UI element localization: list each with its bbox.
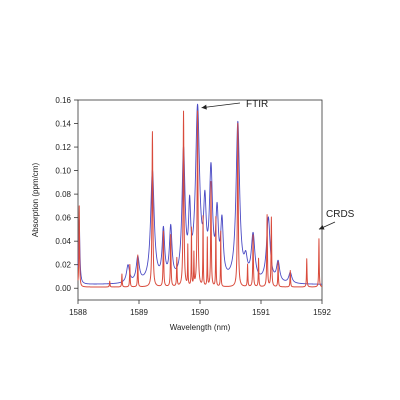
x-tick-label: 1590 <box>191 308 209 317</box>
x-axis-title: Wavelength (nm) <box>170 323 231 332</box>
annotation-arrowhead-ftir <box>201 104 207 110</box>
y-axis-ticks: 0.00 0.02 0.04 0.06 0.08 0.10 0.12 0.14 0.16 <box>55 96 78 293</box>
series-layer <box>77 103 323 288</box>
annotation-arrow-ftir <box>201 102 241 109</box>
y-tick-label: 0.10 <box>55 167 71 176</box>
annotation-arrowhead-crds <box>318 224 325 230</box>
x-tick-label: 1592 <box>313 308 331 317</box>
x-tick-label: 1591 <box>252 308 270 317</box>
x-axis-ticks: 1588 1589 1590 1591 1592 <box>69 300 331 317</box>
y-tick-label: 0.02 <box>55 261 71 270</box>
annotation-crds: CRDS <box>318 209 355 230</box>
y-tick-label: 0.04 <box>55 237 71 246</box>
x-tick-label: 1589 <box>130 308 148 317</box>
y-tick-label: 0.12 <box>55 143 71 152</box>
y-tick-label: 0.16 <box>55 96 71 105</box>
y-axis-title: Absorption (ppm/cm) <box>31 163 40 238</box>
annotation-ftir: FTIR <box>201 99 268 110</box>
x-tick-label: 1588 <box>69 308 87 317</box>
series-line-ftir <box>77 103 323 285</box>
y-tick-label: 0.00 <box>55 284 71 293</box>
y-tick-label: 0.14 <box>55 120 71 129</box>
y-tick-label: 0.08 <box>55 190 71 199</box>
annotation-label-crds: CRDS <box>326 209 355 220</box>
series-line-crds <box>77 110 323 288</box>
annotation-label-ftir: FTIR <box>246 99 268 110</box>
y-tick-label: 0.06 <box>55 214 71 223</box>
